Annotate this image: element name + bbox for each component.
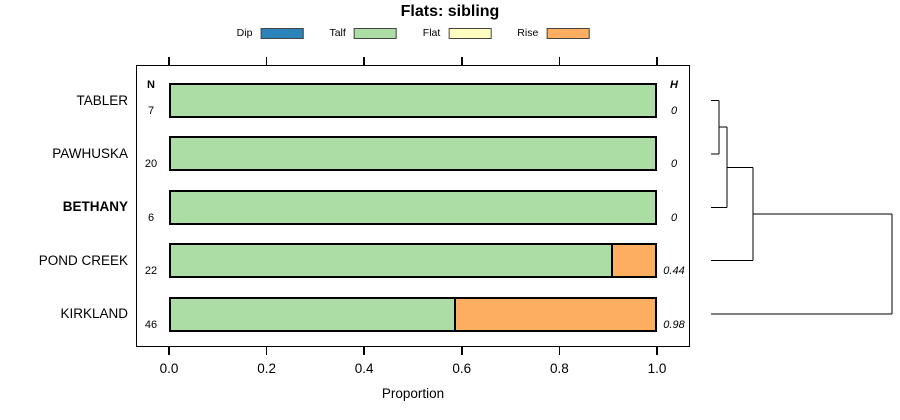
legend-swatch-flat <box>448 27 492 39</box>
bar-kirkland <box>169 296 657 332</box>
legend-label: Rise <box>517 27 539 39</box>
bar-segment-talf <box>171 191 655 223</box>
row-label-kirkland: KIRKLAND <box>60 306 128 322</box>
bar-tabler <box>169 83 657 118</box>
x-axis-tick-label: 1.0 <box>647 361 667 376</box>
x-axis-tick-top <box>363 57 365 65</box>
bar-segment-talf <box>171 138 655 170</box>
legend-label: Talf <box>329 27 346 39</box>
x-axis-tick-top <box>265 57 268 65</box>
x-axis-tick-bottom <box>656 347 658 355</box>
h-value: 0 <box>670 158 678 171</box>
x-axis-tick-label: 0.8 <box>550 361 569 376</box>
n-value: 20 <box>144 158 158 171</box>
x-axis-tick-bottom <box>363 347 365 355</box>
legend-label: Dip <box>236 27 253 39</box>
h-column-header: H <box>670 79 678 91</box>
bar-segment-talf <box>171 298 455 330</box>
n-column-header: N <box>147 79 155 91</box>
x-axis-tick-label: 0.6 <box>452 361 472 376</box>
legend-swatch-dip <box>260 27 304 39</box>
x-axis-tick-bottom <box>265 347 268 355</box>
bar-segment-rise <box>454 298 655 330</box>
chart-title: Flats: sibling <box>400 3 500 20</box>
legend-label: Flat <box>422 27 441 39</box>
h-value: 0.98 <box>663 318 685 331</box>
x-axis-tick-label: 0.0 <box>159 361 179 376</box>
x-axis-tick-bottom <box>558 347 561 355</box>
h-value: 0 <box>670 105 678 117</box>
x-axis-tick-label: 0.4 <box>354 361 374 376</box>
legend-item-rise: Rise <box>517 27 590 39</box>
x-axis-tick-top <box>168 57 170 65</box>
legend-item-talf: Talf <box>329 27 397 39</box>
n-value: 7 <box>147 105 155 117</box>
bar-segment-talf <box>171 245 611 277</box>
h-value: 0.44 <box>663 265 685 278</box>
row-label-bethany: BETHANY <box>62 199 128 215</box>
plot-box <box>136 65 690 347</box>
h-value: 0 <box>670 211 678 224</box>
bar-segment-talf <box>171 85 655 116</box>
n-value: 6 <box>147 211 155 224</box>
legend-swatch-rise <box>546 27 590 39</box>
x-axis-tick-top <box>461 57 463 65</box>
row-label-tabler: TABLER <box>76 92 128 108</box>
n-value: 46 <box>144 318 158 331</box>
x-axis-tick-top <box>558 57 561 65</box>
bar-pawhuska <box>169 136 657 172</box>
x-axis-tick-label: 0.2 <box>257 361 276 376</box>
row-label-pond-creek: POND CREEK <box>38 252 128 268</box>
legend-swatch-talf <box>353 27 397 39</box>
legend-item-dip: Dip <box>237 27 304 39</box>
bar-bethany <box>169 189 657 225</box>
legend-item-flat: Flat <box>423 27 492 39</box>
legend: Dip Talf Flat Rise <box>237 26 590 40</box>
bar-pond-creek <box>169 243 657 279</box>
row-label-pawhuska: PAWHUSKA <box>52 145 128 161</box>
n-value: 22 <box>144 265 158 278</box>
x-axis-tick-top <box>656 57 658 65</box>
x-axis-tick-bottom <box>461 347 463 355</box>
bar-segment-rise <box>610 245 655 277</box>
x-axis-title: Proportion <box>381 386 445 401</box>
x-axis-tick-bottom <box>168 347 170 355</box>
